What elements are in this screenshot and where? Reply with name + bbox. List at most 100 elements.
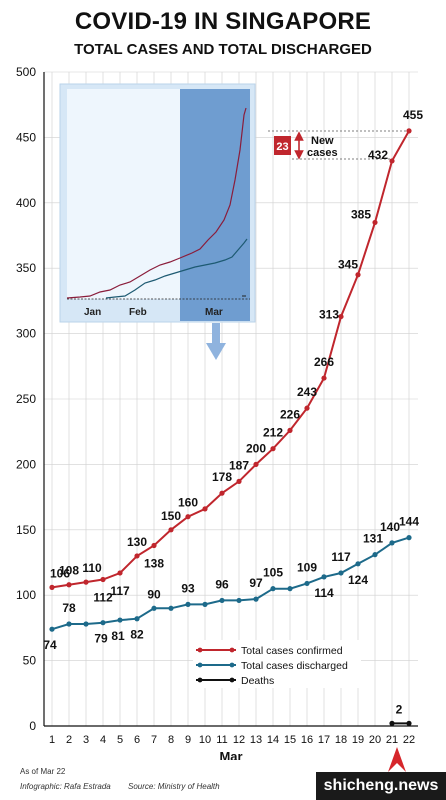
data-point [287, 586, 293, 592]
logo-icon [388, 747, 406, 772]
data-label: 432 [368, 148, 388, 162]
data-label: 110 [82, 561, 102, 575]
data-label: 108 [59, 564, 79, 578]
data-point [134, 553, 140, 559]
data-point [321, 375, 327, 381]
data-label: 90 [147, 587, 161, 601]
x-tick-label: 2 [66, 734, 72, 746]
x-tick-label: 11 [216, 734, 227, 746]
data-point [389, 720, 395, 726]
data-point [389, 158, 395, 164]
y-tick-label: 300 [16, 327, 36, 341]
data-point [83, 621, 89, 627]
data-point [253, 596, 259, 602]
x-tick-label: 14 [267, 734, 279, 746]
data-point [219, 597, 225, 604]
inset-label-jan: Jan [84, 307, 101, 318]
data-label: 187 [229, 458, 249, 472]
data-label: 243 [297, 385, 317, 399]
x-tick-label: 18 [335, 734, 347, 746]
annotation-label-line2: cases [307, 147, 338, 159]
data-point [355, 561, 361, 567]
legend-label: Total cases discharged [241, 660, 348, 672]
data-label: 160 [178, 496, 198, 510]
x-tick-label: 20 [369, 734, 381, 746]
data-label: 93 [181, 581, 195, 595]
y-tick-label: 0 [29, 719, 36, 733]
inset-discharged-line [105, 238, 248, 299]
x-tick-label: 5 [117, 734, 123, 746]
data-point [168, 605, 174, 611]
inset-arrow-head [206, 343, 226, 360]
x-tick-label: 22 [403, 734, 415, 746]
x-tick-label: 13 [250, 734, 262, 746]
data-label: 74 [43, 638, 57, 652]
data-point [117, 570, 123, 576]
y-tick-label: 500 [16, 65, 36, 79]
data-point [372, 552, 378, 558]
data-point [236, 597, 242, 604]
data-point [202, 601, 208, 607]
data-point [389, 540, 395, 546]
inset-label-mar: Mar [205, 307, 223, 318]
data-label: 117 [110, 584, 130, 598]
footer-credit: Infographic: Rafa Estrada [20, 782, 111, 791]
x-tick-label: 3 [83, 734, 89, 746]
data-point [287, 427, 293, 433]
inset-confirmed-line [66, 107, 247, 299]
annotation-value: 23 [276, 141, 288, 153]
x-tick-label: 4 [100, 734, 106, 746]
x-axis-label: Mar [219, 749, 242, 760]
data-point [100, 620, 106, 626]
inset-march-highlight [180, 89, 250, 321]
data-point [372, 219, 378, 226]
new-cases-annotation: 23 New cases [268, 130, 410, 160]
data-label: 82 [130, 628, 144, 642]
data-point [100, 576, 106, 583]
x-tick-label: 8 [168, 734, 174, 746]
y-tick-label: 350 [16, 261, 36, 275]
data-point [185, 514, 191, 520]
x-tick-label: 12 [233, 734, 245, 746]
data-label: 117 [331, 550, 351, 564]
data-point [236, 478, 242, 485]
data-point [219, 490, 225, 496]
legend-marker [229, 647, 235, 653]
data-label: 345 [338, 258, 358, 272]
data-point [134, 616, 140, 622]
legend-label: Total cases confirmed [241, 645, 343, 657]
legend-marker [229, 677, 235, 683]
data-point [151, 542, 157, 549]
y-tick-label: 200 [16, 457, 36, 471]
legend-marker [197, 647, 203, 653]
x-tick-label: 19 [352, 734, 364, 746]
data-point [83, 579, 89, 585]
legend-label: Deaths [241, 675, 274, 687]
y-tick-label: 100 [16, 588, 36, 602]
data-point [168, 527, 174, 533]
data-point [66, 582, 72, 588]
data-point [202, 506, 208, 512]
y-tick-label: 150 [16, 523, 36, 537]
data-point [304, 405, 310, 411]
data-point [185, 601, 191, 607]
data-label: 150 [161, 509, 181, 523]
data-point [406, 535, 412, 541]
data-point [270, 446, 276, 452]
inset-chart: Jan Feb Mar [59, 83, 256, 360]
data-label: 200 [246, 441, 266, 455]
legend-marker [197, 677, 203, 683]
chart-title: COVID-19 IN SINGAPORE [74, 8, 372, 35]
series-line-0 [51, 130, 410, 589]
data-label: 212 [263, 426, 283, 440]
data-label: 81 [111, 629, 125, 643]
legend-marker [197, 662, 203, 668]
y-tick-label: 50 [23, 654, 37, 668]
inset-label-feb: Feb [129, 307, 147, 318]
data-label: 144 [399, 515, 419, 529]
data-label: 2 [396, 702, 403, 716]
annotation-label-line1: New [311, 135, 334, 147]
data-label: 105 [263, 566, 283, 580]
